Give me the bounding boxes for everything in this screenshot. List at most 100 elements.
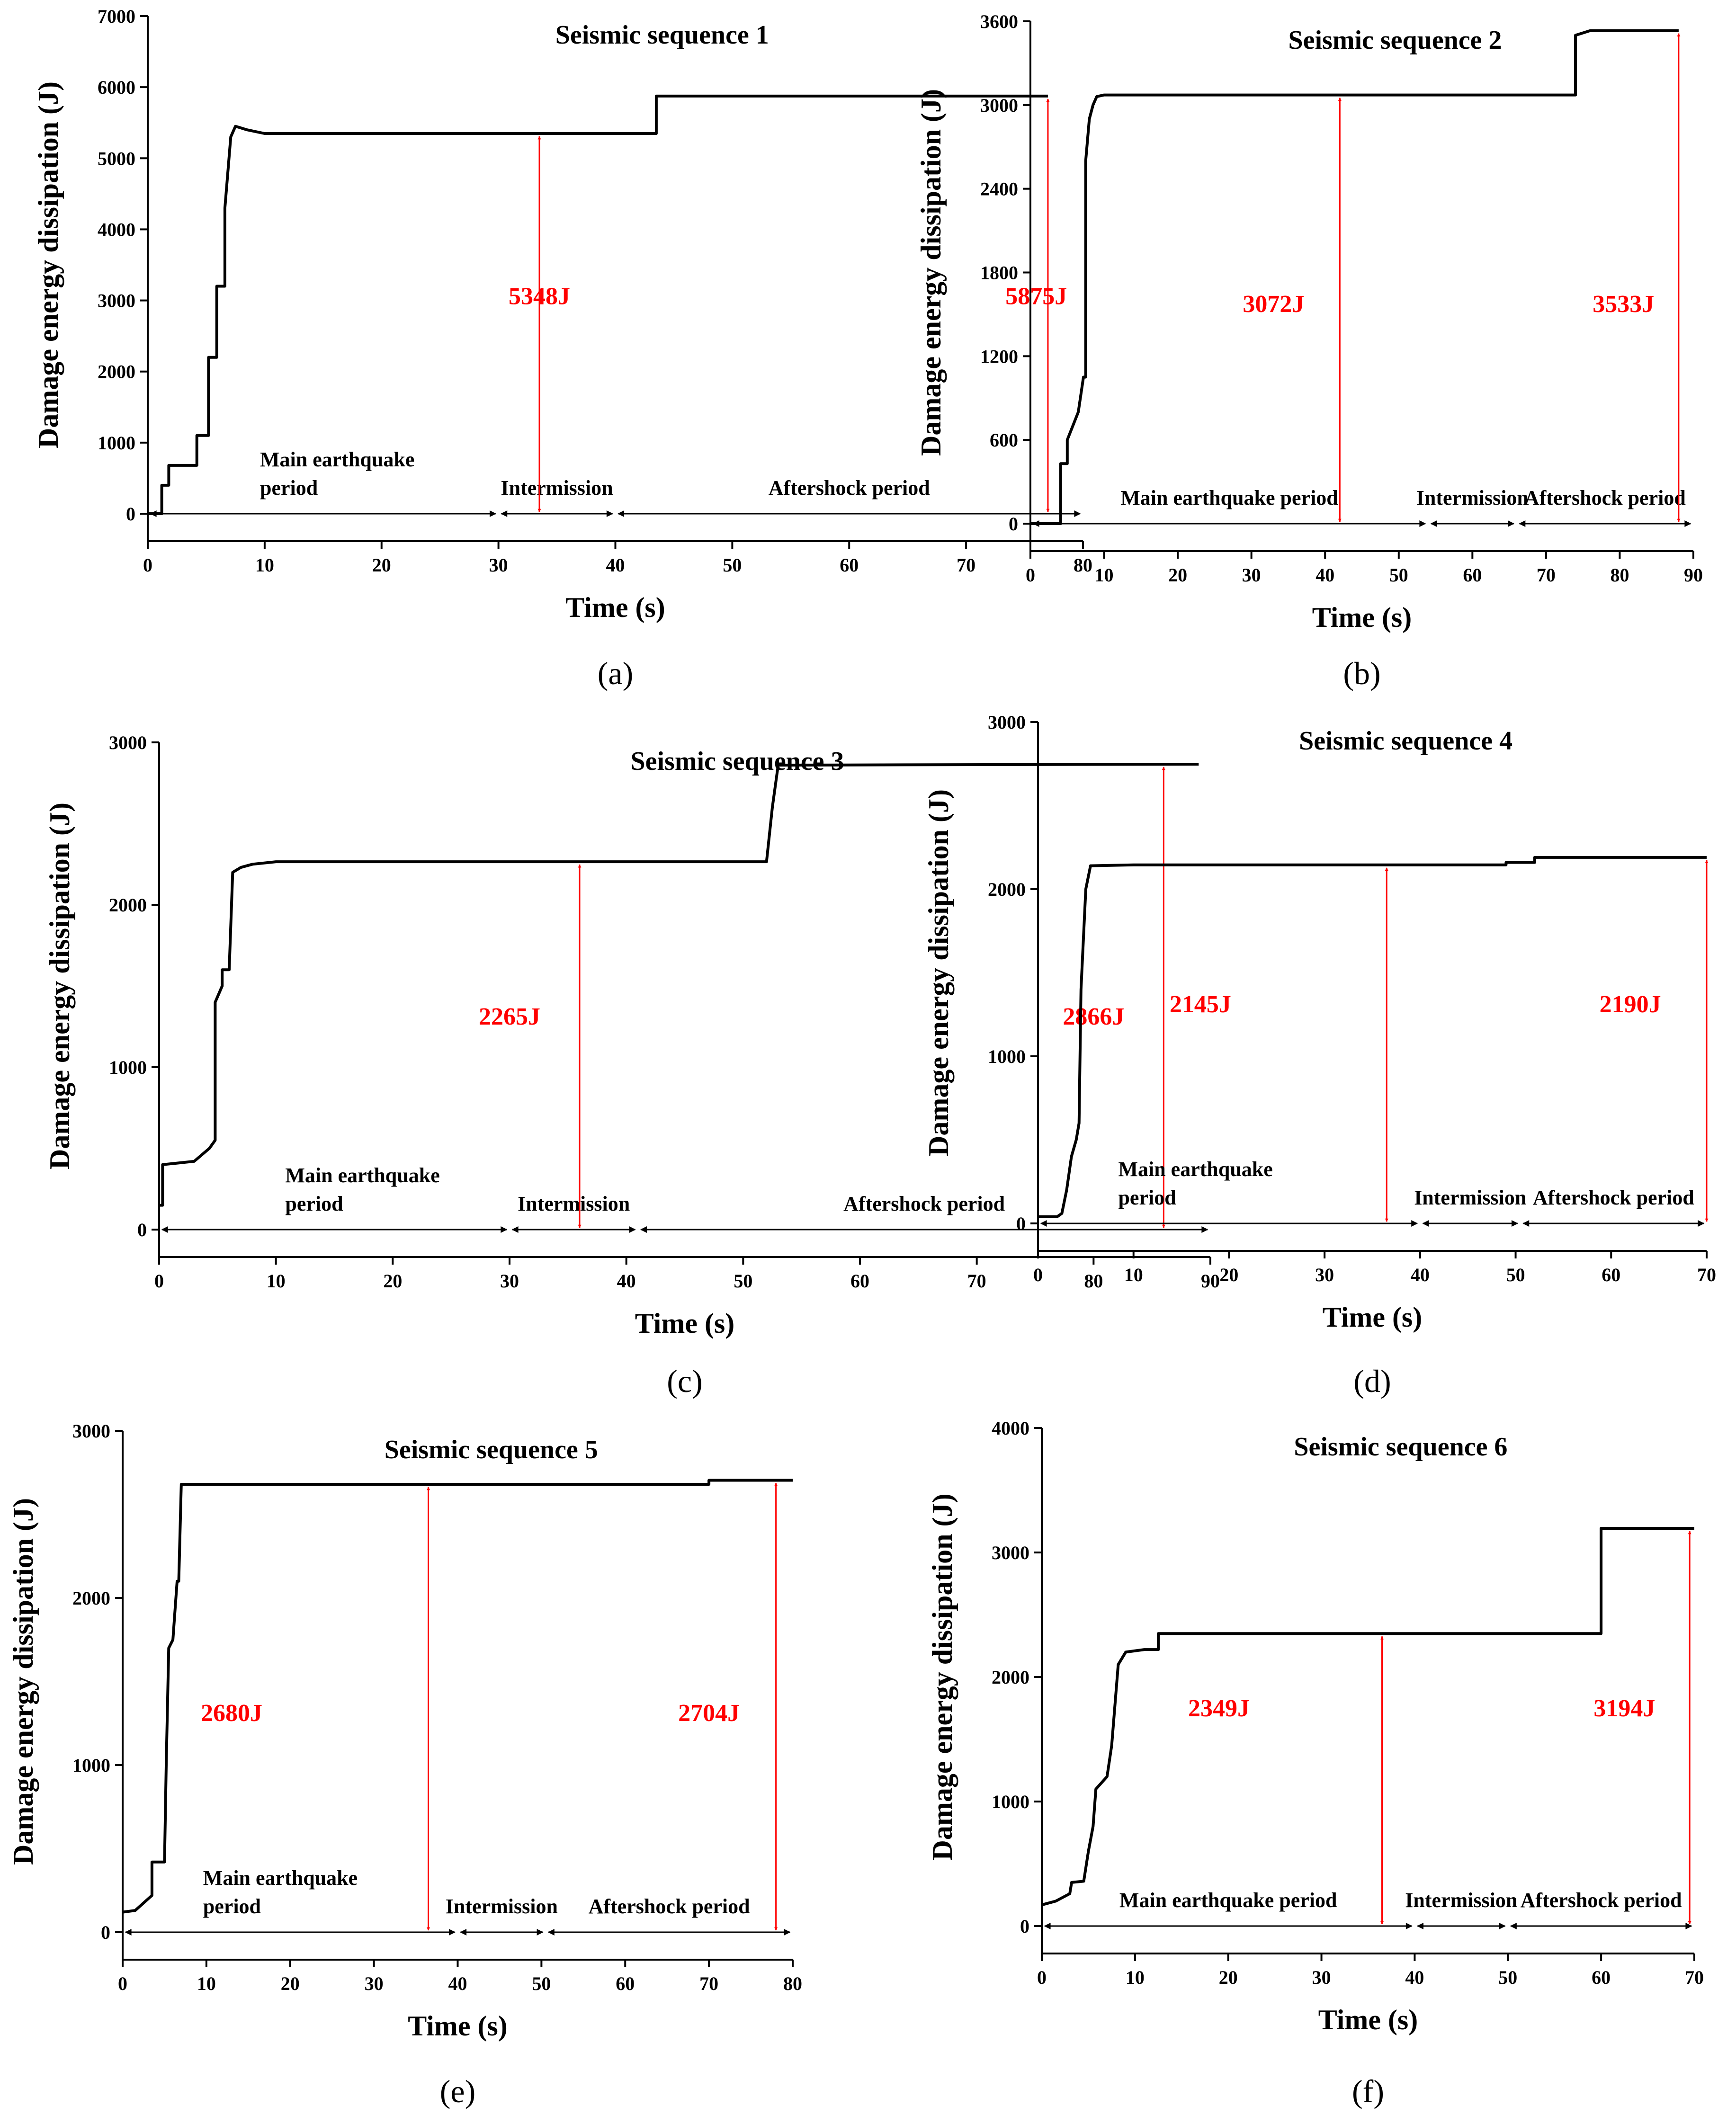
y-tick-label: 1000 bbox=[992, 1791, 1029, 1812]
x-tick-label: 40 bbox=[448, 1973, 467, 1994]
x-tick-label: 40 bbox=[1411, 1264, 1430, 1285]
data-series-line bbox=[1038, 856, 1707, 1218]
x-tick-label: 20 bbox=[383, 1270, 402, 1292]
y-tick-label: 5000 bbox=[98, 148, 135, 169]
x-tick-label: 50 bbox=[1506, 1264, 1525, 1285]
y-tick-label: 0 bbox=[1009, 513, 1018, 535]
x-axis-label: Time (s) bbox=[408, 2010, 508, 2042]
x-tick-label: 70 bbox=[1537, 564, 1556, 586]
x-tick-label: 50 bbox=[532, 1973, 551, 1994]
y-tick-label: 2000 bbox=[98, 361, 135, 383]
energy-value-label: 2680J bbox=[201, 1700, 262, 1727]
period-label: Aftershock period bbox=[1524, 486, 1686, 509]
x-tick-label: 80 bbox=[783, 1973, 802, 1994]
x-tick-label: 10 bbox=[1126, 1967, 1145, 1988]
x-tick-label: 0 bbox=[154, 1270, 164, 1292]
x-tick-label: 20 bbox=[1168, 564, 1187, 586]
x-tick-label: 70 bbox=[967, 1270, 986, 1292]
period-label: Intermission bbox=[501, 476, 613, 500]
y-tick-label: 3000 bbox=[988, 712, 1026, 733]
data-series-line bbox=[122, 1479, 793, 1914]
panel-label: (b) bbox=[1343, 655, 1380, 691]
data-series-line bbox=[1041, 1527, 1694, 1907]
energy-value-label: 5875J bbox=[1005, 283, 1067, 310]
y-tick-label: 1800 bbox=[980, 262, 1018, 284]
panel-label: (c) bbox=[667, 1363, 702, 1399]
chart-title: Seismic sequence 4 bbox=[1299, 726, 1512, 756]
x-axis-label: Time (s) bbox=[1323, 1302, 1423, 1333]
x-tick-label: 70 bbox=[1697, 1264, 1716, 1285]
data-series-line bbox=[1030, 29, 1679, 525]
x-tick-label: 30 bbox=[365, 1973, 384, 1994]
x-tick-label: 0 bbox=[1026, 564, 1035, 586]
y-tick-label: 1200 bbox=[980, 346, 1018, 367]
y-tick-label: 3000 bbox=[72, 1420, 110, 1442]
period-label: Aftershock period bbox=[1533, 1186, 1694, 1209]
chart-title: Seismic sequence 6 bbox=[1294, 1432, 1507, 1462]
period-label: Aftershock period bbox=[843, 1192, 1005, 1215]
period-label: Aftershock period bbox=[1521, 1889, 1682, 1912]
x-tick-label: 20 bbox=[1219, 1264, 1238, 1285]
x-axis-label: Time (s) bbox=[565, 592, 665, 623]
x-tick-label: 60 bbox=[1602, 1264, 1620, 1285]
data-series-line bbox=[148, 94, 1048, 515]
period-label: period bbox=[285, 1192, 343, 1215]
panel-label: (f) bbox=[1352, 2073, 1384, 2109]
y-tick-label: 7000 bbox=[98, 6, 135, 27]
x-tick-label: 40 bbox=[1315, 564, 1334, 586]
period-label: Main earthquake bbox=[1118, 1158, 1272, 1181]
y-tick-label: 2000 bbox=[988, 879, 1026, 900]
y-tick-label: 2400 bbox=[980, 178, 1018, 200]
x-tick-label: 20 bbox=[372, 554, 391, 576]
x-tick-label: 30 bbox=[500, 1270, 519, 1292]
y-axis-label: Damage energy dissipation (J) bbox=[33, 81, 64, 448]
x-tick-label: 10 bbox=[267, 1270, 286, 1292]
period-label: Main earthquake period bbox=[1119, 1889, 1337, 1912]
period-label: Intermission bbox=[446, 1895, 558, 1918]
x-tick-label: 70 bbox=[1685, 1967, 1704, 1988]
period-label: Aftershock period bbox=[769, 476, 930, 500]
period-label: Intermission bbox=[1405, 1889, 1517, 1912]
x-axis-label: Time (s) bbox=[1318, 2004, 1418, 2035]
x-tick-label: 0 bbox=[143, 554, 152, 576]
x-tick-label: 40 bbox=[606, 554, 625, 576]
period-label: Intermission bbox=[1416, 486, 1529, 509]
period-label: Main earthquake bbox=[285, 1164, 439, 1187]
y-axis-label: Damage energy dissipation (J) bbox=[8, 1498, 39, 1865]
chart-title: Seismic sequence 1 bbox=[555, 20, 769, 50]
x-tick-label: 30 bbox=[1312, 1967, 1331, 1988]
energy-value-label: 3194J bbox=[1593, 1695, 1655, 1722]
y-tick-label: 3600 bbox=[980, 11, 1018, 32]
x-tick-label: 0 bbox=[1033, 1264, 1043, 1285]
data-series-line bbox=[159, 763, 1199, 1207]
y-tick-label: 2000 bbox=[109, 894, 147, 916]
x-tick-label: 30 bbox=[1315, 1264, 1334, 1285]
x-tick-label: 10 bbox=[1095, 564, 1114, 586]
x-tick-label: 80 bbox=[1610, 564, 1629, 586]
energy-value-label: 2866J bbox=[1063, 1003, 1124, 1030]
y-tick-label: 0 bbox=[1020, 1916, 1029, 1937]
energy-value-label: 2265J bbox=[479, 1003, 540, 1030]
x-tick-label: 0 bbox=[118, 1973, 127, 1994]
chart-panel-6: 0 1000 2000 3000 4000 0 10 20 30 40 50 60 70 Seismic … bbox=[927, 1418, 1704, 2109]
period-label: period bbox=[203, 1895, 261, 1918]
x-tick-label: 70 bbox=[957, 554, 975, 576]
period-label: Main earthquake bbox=[203, 1866, 358, 1890]
x-tick-label: 20 bbox=[281, 1973, 300, 1994]
x-tick-label: 10 bbox=[197, 1973, 216, 1994]
x-tick-label: 50 bbox=[723, 554, 742, 576]
panel-label: (e) bbox=[440, 2073, 475, 2109]
energy-value-label: 2190J bbox=[1600, 991, 1661, 1018]
period-label: Main earthquake bbox=[260, 448, 414, 471]
energy-value-label: 2145J bbox=[1170, 991, 1231, 1018]
period-label: Intermission bbox=[518, 1192, 630, 1215]
y-tick-label: 1000 bbox=[72, 1755, 110, 1776]
x-tick-label: 30 bbox=[1242, 564, 1261, 586]
x-tick-label: 60 bbox=[1592, 1967, 1611, 1988]
x-tick-label: 90 bbox=[1201, 1270, 1220, 1292]
y-tick-label: 3000 bbox=[98, 290, 135, 312]
y-axis-label: Damage energy dissipation (J) bbox=[923, 789, 954, 1156]
energy-value-label: 2349J bbox=[1188, 1695, 1250, 1722]
chart-panel-5: 0 1000 2000 3000 0 10 20 30 40 50 60 70 80 Seismic se… bbox=[8, 1420, 802, 2109]
